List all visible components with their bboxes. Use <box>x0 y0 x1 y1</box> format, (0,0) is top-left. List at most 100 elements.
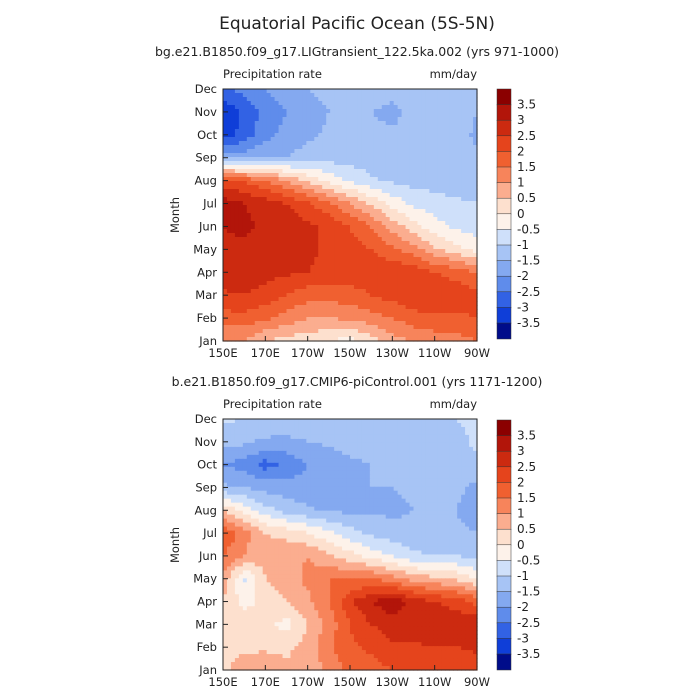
heatmap-cell <box>290 153 296 158</box>
heatmap-cell <box>405 297 411 302</box>
y-tick-label: Jan <box>198 334 217 348</box>
heatmap-cell <box>302 269 307 274</box>
heatmap-cell <box>449 454 454 460</box>
heatmap-cell <box>461 321 466 326</box>
heatmap-cell <box>294 89 300 94</box>
heatmap-cell <box>238 458 244 464</box>
heatmap-cell <box>278 257 284 262</box>
heatmap-cell <box>357 229 363 234</box>
panel-bottom-heatmap <box>223 419 478 671</box>
heatmap-cell <box>417 466 423 472</box>
heatmap-cell <box>278 301 284 306</box>
heatmap-cell <box>326 293 331 298</box>
heatmap-cell <box>449 125 454 130</box>
heatmap-cell <box>274 225 280 230</box>
heatmap-cell <box>381 454 387 460</box>
heatmap-cell <box>314 229 319 234</box>
heatmap-cell <box>453 329 458 334</box>
heatmap-cell <box>298 89 303 94</box>
heatmap-cell <box>441 133 446 138</box>
heatmap-cell <box>357 253 363 258</box>
heatmap-cell <box>397 454 403 460</box>
heatmap-cell <box>389 450 395 456</box>
heatmap-cell <box>413 241 419 246</box>
heatmap-cell <box>286 329 292 334</box>
heatmap-cell <box>226 273 232 278</box>
heatmap-cell <box>326 329 331 334</box>
heatmap-cell <box>421 105 427 110</box>
heatmap-cell <box>290 97 296 102</box>
heatmap-cell <box>385 422 391 428</box>
heatmap-cell <box>397 438 403 444</box>
heatmap-cell <box>377 137 383 142</box>
heatmap-cell <box>274 109 280 114</box>
heatmap-cell <box>334 333 339 338</box>
heatmap-cell <box>453 185 458 190</box>
heatmap-cell <box>445 245 450 250</box>
heatmap-cell <box>389 149 395 154</box>
heatmap-cell <box>338 317 343 322</box>
heatmap-cell <box>473 434 478 440</box>
heatmap-cell <box>353 317 359 322</box>
heatmap-cell <box>425 173 430 178</box>
heatmap-cell <box>306 173 311 178</box>
heatmap-cell <box>449 466 454 472</box>
heatmap-cell <box>469 430 474 436</box>
heatmap-cell <box>393 205 399 210</box>
panel-top-title: bg.e21.B1850.f09_g17.LIGtransient_122.5k… <box>155 44 559 59</box>
heatmap-cell <box>361 253 367 258</box>
heatmap-cell <box>469 261 474 266</box>
heatmap-cell <box>409 253 415 258</box>
heatmap-cell <box>318 329 323 334</box>
heatmap-cell <box>433 466 438 472</box>
heatmap-cell <box>369 293 375 298</box>
heatmap-cell <box>242 289 248 294</box>
heatmap-cell <box>262 289 268 294</box>
heatmap-cell <box>381 237 387 242</box>
heatmap-cell <box>250 145 256 150</box>
heatmap-cell <box>465 301 470 306</box>
heatmap-cell <box>290 129 296 134</box>
heatmap-cell <box>242 442 248 448</box>
heatmap-cell <box>401 419 407 424</box>
heatmap-cell <box>322 165 327 170</box>
heatmap-cell <box>278 253 284 258</box>
heatmap-cell <box>369 217 375 222</box>
heatmap-cell <box>405 426 411 432</box>
heatmap-cell <box>262 157 268 162</box>
heatmap-cell <box>254 337 260 342</box>
heatmap-cell <box>469 209 474 214</box>
heatmap-cell <box>282 446 288 452</box>
heatmap-cell <box>262 261 268 266</box>
heatmap-cell <box>425 101 430 106</box>
heatmap-cell <box>314 201 319 206</box>
heatmap-cell <box>250 438 256 444</box>
heatmap-cell <box>365 419 371 424</box>
heatmap-cell <box>441 197 446 202</box>
heatmap-cell <box>449 426 454 432</box>
heatmap-cell <box>326 169 331 174</box>
heatmap-cell <box>294 213 300 218</box>
heatmap-cell <box>433 125 438 130</box>
heatmap-cell <box>334 265 339 270</box>
heatmap-cell <box>397 101 403 106</box>
heatmap-cell <box>441 434 446 440</box>
heatmap-cell <box>350 201 355 206</box>
heatmap-cell <box>397 113 403 118</box>
heatmap-cell <box>334 289 339 294</box>
heatmap-cell <box>254 289 260 294</box>
heatmap-cell <box>377 201 383 206</box>
heatmap-cell <box>326 249 331 254</box>
heatmap-cell <box>457 245 462 250</box>
heatmap-cell <box>373 261 379 266</box>
heatmap-cell <box>369 462 375 468</box>
heatmap-cell <box>469 317 474 322</box>
heatmap-cell <box>473 273 478 278</box>
heatmap-cell <box>353 217 359 222</box>
heatmap-cell <box>445 177 450 182</box>
heatmap-cell <box>433 313 438 318</box>
heatmap-cell <box>326 313 331 318</box>
heatmap-cell <box>361 325 367 330</box>
heatmap-cell <box>433 197 438 202</box>
heatmap-cell <box>278 209 284 214</box>
